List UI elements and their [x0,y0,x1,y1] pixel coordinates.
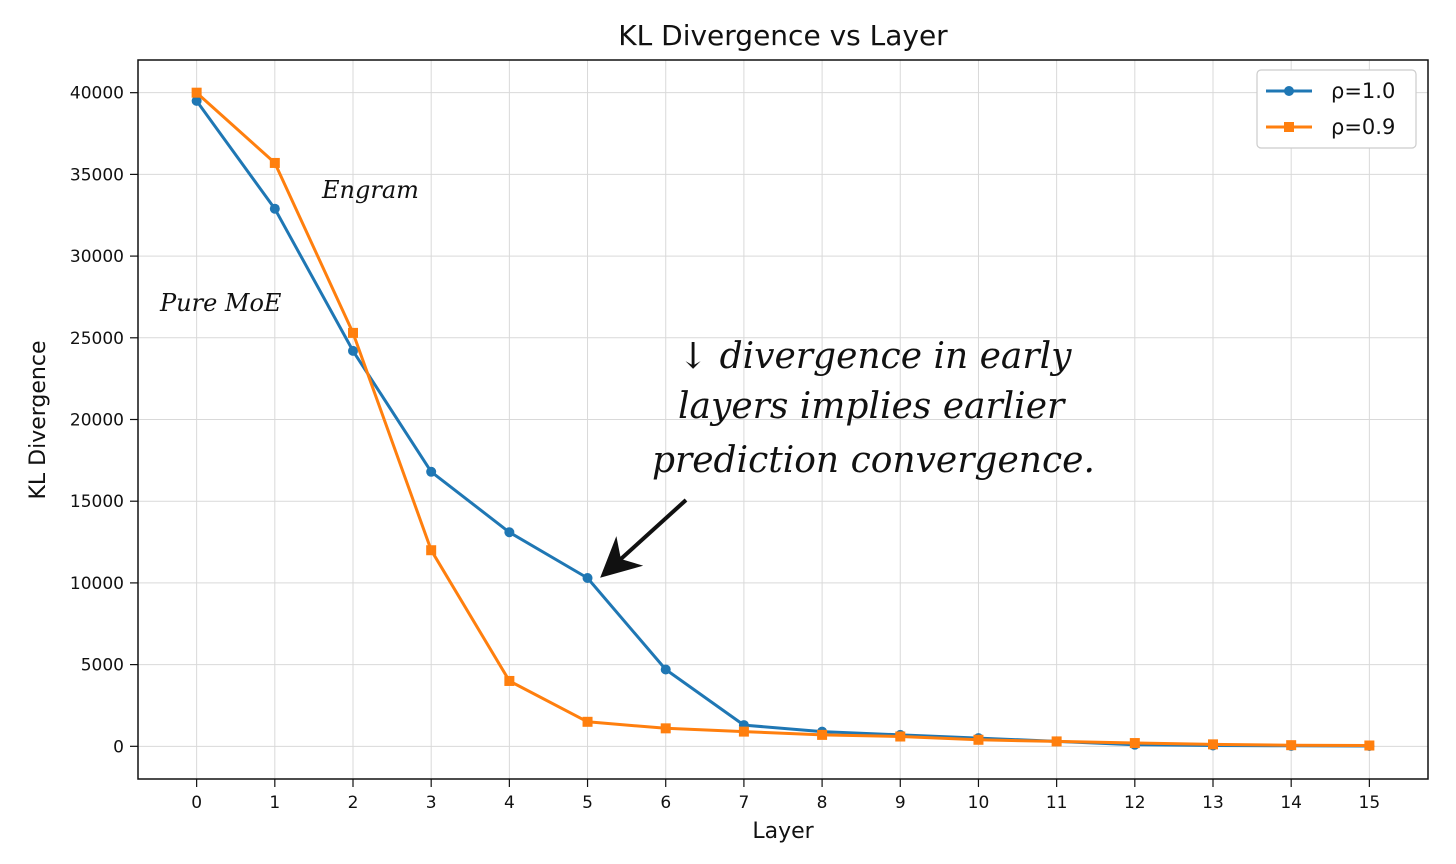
annotation-note-line-3: prediction convergence. [652,440,1095,481]
y-tick-label-0: 0 [113,737,124,757]
annotation-arrow [600,498,688,578]
y-tick-label-5000: 5000 [81,656,124,676]
series-1-point-9 [895,731,906,742]
x-tick-label-0: 0 [191,793,202,813]
series-1-point-7 [738,726,749,737]
y-tick-label-30000: 30000 [70,247,124,267]
x-tick-label-1: 1 [269,793,280,813]
x-tick-label-15: 15 [1359,793,1381,813]
series-0-point-2 [348,345,358,356]
x-tick-label-13: 13 [1202,793,1224,813]
annotation-note: ↓ divergence in early layers implies ear… [652,336,1095,481]
annotation-engram: Engram [321,176,419,204]
series-0-point-3 [426,466,437,477]
plot-frame [137,59,1429,780]
series-1-point-12 [1129,738,1140,749]
x-axis-label: Layer [752,819,814,844]
chart-title: KL Divergence vs Layer [618,19,948,52]
x-tick-label-10: 10 [968,793,990,813]
series-1-point-8 [817,729,828,740]
y-tick-label-35000: 35000 [70,165,124,185]
series-0-point-6 [660,664,671,675]
series-1-point-1 [269,157,280,168]
y-tick-label-25000: 25000 [70,329,124,349]
axis-ticks: 0 1 2 3 4 5 6 7 8 9 10 11 12 13 14 15050001000015000200… [70,84,1380,813]
legend-marker-rho-0-9 [1284,122,1294,132]
x-tick-label-6: 6 [660,793,671,813]
annotation-pure-moe: Pure MoE [159,289,282,317]
y-axis-label: KL Divergence [26,340,51,499]
series-0-point-1 [269,203,280,214]
y-tick-label-20000: 20000 [70,411,124,431]
series-1-point-0 [191,87,202,98]
series-0-point-5 [582,573,593,584]
x-tick-label-14: 14 [1280,793,1302,813]
series-1-point-5 [582,716,593,727]
x-tick-label-11: 11 [1046,793,1068,813]
x-tick-label-4: 4 [504,793,515,813]
series-1-point-6 [660,723,671,734]
x-tick-label-8: 8 [817,793,828,813]
series-0-point-4 [504,527,515,538]
series-1-point-4 [504,675,515,686]
x-tick-label-9: 9 [895,793,906,813]
annotation-note-line-1: ↓ divergence in early [678,336,1072,377]
x-tick-label-5: 5 [582,793,593,813]
annotation-note-line-2: layers implies earlier [678,386,1066,427]
legend-marker-rho-1 [1284,86,1294,96]
series-1-point-10 [973,734,984,745]
series-line-1 [195,91,1371,747]
series-1-point-11 [1051,736,1062,747]
legend-label-rho-1: ρ=1.0 [1331,79,1395,103]
data-series [191,87,1375,751]
series-1-point-15 [1364,740,1375,751]
x-tick-label-12: 12 [1124,793,1146,813]
series-1-point-2 [348,327,358,338]
series-1-point-13 [1208,739,1218,750]
y-tick-label-40000: 40000 [70,84,124,104]
y-tick-label-15000: 15000 [70,492,124,512]
legend-label-rho-0-9: ρ=0.9 [1331,115,1395,139]
x-tick-label-3: 3 [426,793,437,813]
series-0-point-0 [191,95,202,106]
y-tick-label-10000: 10000 [70,574,124,594]
series-1-point-3 [426,545,437,556]
x-tick-label-7: 7 [738,793,749,813]
chart-legend: ρ=1.0 ρ=0.9 [1256,69,1417,149]
x-tick-label-2: 2 [348,793,359,813]
series-1-point-14 [1286,740,1297,751]
grid-lines [138,60,1428,779]
